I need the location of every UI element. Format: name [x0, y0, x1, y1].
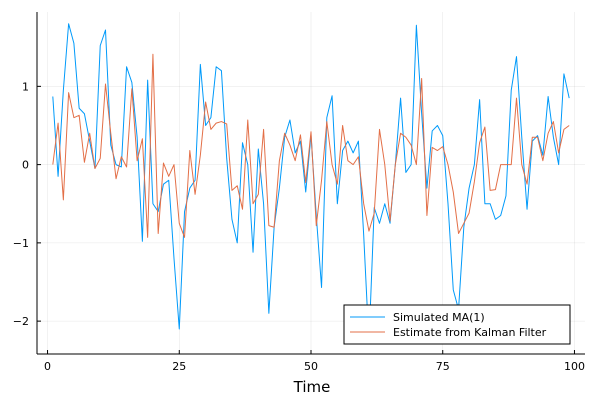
y-tick-label: 0: [22, 159, 29, 172]
x-tick-label: 50: [304, 360, 318, 373]
legend-label-simulated: Simulated MA(1): [393, 311, 485, 324]
legend: Simulated MA(1) Estimate from Kalman Fil…: [343, 304, 571, 345]
x-tick-label: 100: [564, 360, 585, 373]
legend-box: [343, 304, 571, 345]
x-tick-label: 0: [44, 360, 51, 373]
y-tick-label: −2: [13, 315, 29, 328]
series-line-kalman: [52, 53, 570, 238]
series-layer: [52, 23, 570, 344]
x-tick-label: 75: [436, 360, 450, 373]
axis-layer: [36, 12, 585, 355]
grid-layer: [37, 12, 585, 354]
y-tick-label: 1: [22, 80, 29, 93]
tick-labels: 0 25 50 75 100 1 0 −1 −2: [13, 80, 585, 373]
x-axis-title: Time: [293, 378, 331, 396]
legend-label-kalman: Estimate from Kalman Filter: [393, 326, 547, 339]
y-tick-label: −1: [13, 237, 29, 250]
x-tick-label: 25: [172, 360, 186, 373]
